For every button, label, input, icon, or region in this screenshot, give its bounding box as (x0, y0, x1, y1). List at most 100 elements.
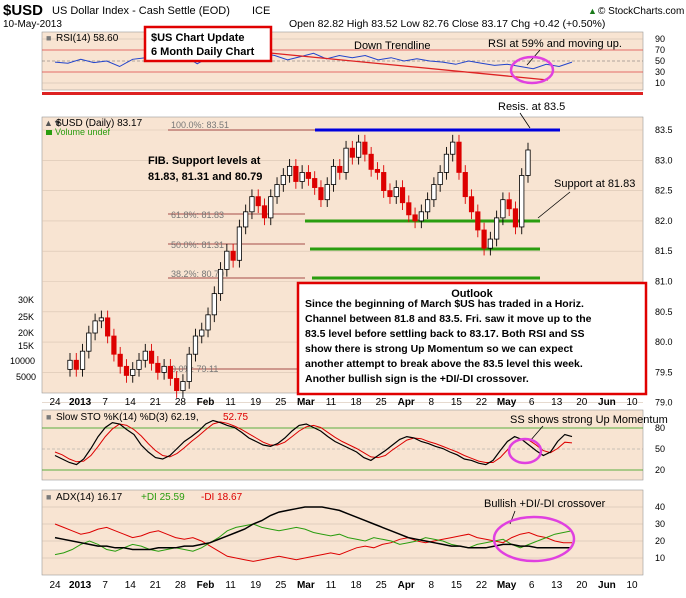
candle-body (406, 202, 412, 216)
title-box-line: $US Chart Update (151, 32, 245, 44)
title-box (143, 25, 273, 63)
rsi-tick: 70 (655, 45, 665, 55)
sto-icon: ■ (46, 412, 51, 422)
price-tick: 79.0 (655, 398, 673, 408)
resistance-pointer (519, 112, 531, 129)
rsi-tick: 10 (655, 78, 665, 88)
candle-body (79, 350, 86, 370)
price-tick: 82.5 (655, 186, 673, 196)
minus-di-line (54, 523, 572, 562)
candle-body (312, 178, 318, 188)
candle-body (399, 187, 406, 204)
x-axis-label: Apr (398, 580, 415, 591)
candle-body (468, 196, 475, 213)
x-axis-label: 11 (225, 397, 236, 408)
candle-body (98, 317, 104, 322)
candle-body (381, 172, 387, 191)
x-axis-label: Feb (197, 580, 215, 591)
candle-body (199, 329, 205, 337)
candle-body (73, 359, 79, 370)
candle-body (443, 153, 450, 173)
candle-body (512, 208, 519, 228)
adx-series (54, 506, 573, 562)
candle-body (500, 199, 506, 219)
x-axis-label: 6 (529, 397, 535, 408)
candle-body (67, 359, 73, 370)
candle-body (494, 217, 500, 240)
adx-tick: 20 (655, 536, 665, 546)
price-tick: 83.0 (655, 155, 673, 165)
rsi-annotation: RSI at 59% and moving up. (488, 38, 622, 50)
candle-body (387, 190, 393, 198)
price-tick: 81.0 (655, 277, 673, 287)
adx-tick: 40 (655, 502, 665, 512)
x-axis-label: 25 (376, 397, 388, 408)
volume-tick: 20K (18, 328, 34, 338)
x-axis-label: 8 (429, 580, 435, 591)
x-axis-label: 22 (476, 580, 488, 591)
x-axis-label: 10 (626, 397, 638, 408)
rsi-icon: ■ (46, 33, 51, 43)
plus-di-line (54, 523, 573, 556)
sto-d-line (54, 421, 573, 463)
fib-label: 100.0%: 83.51 (171, 120, 229, 130)
outlook-line: show there is strong Up Momentum so we c… (305, 343, 573, 355)
rsi-bottom-strip (42, 92, 643, 95)
x-axis-label: 28 (175, 580, 187, 591)
candle-body (475, 211, 481, 231)
candle-body (456, 141, 462, 173)
volume-tick: 25K (18, 312, 34, 322)
sto-tick: 20 (655, 465, 665, 475)
candle-body (192, 335, 199, 355)
plus-di-label: +DI 25.59 (141, 492, 185, 503)
candle-body (180, 381, 186, 391)
up-arrow-icon: ▲ (588, 6, 597, 16)
x-axis-label: 11 (225, 580, 236, 591)
candle-body (174, 378, 180, 391)
candle-body (155, 362, 161, 373)
x-axis-label: 28 (175, 397, 187, 408)
candle-body (418, 211, 424, 222)
down-trendline (269, 52, 549, 81)
price-icon: ▲▼ (44, 118, 62, 128)
price-yaxis: 83.5 83.0 82.5 82.0 81.5 81.0 80.5 80.0 79.5 79.0 (655, 125, 673, 408)
resistance-label: Resis. at 83.5 (498, 101, 565, 113)
credit-text: © StockCharts.com (598, 6, 684, 17)
candle-body (487, 238, 493, 249)
candle-body (393, 187, 399, 198)
support-pointer (537, 191, 571, 219)
outlook-line: Channel between 81.8 and 83.5. Fri. saw … (305, 313, 592, 325)
x-axis-label: 24 (49, 580, 61, 591)
candle-body (111, 335, 117, 355)
volume-tick: 30K (18, 295, 34, 305)
adx-annotation: Bullish +DI/-DI crossover (484, 498, 606, 510)
volume-tick: 15K (18, 341, 34, 351)
outlook-line: another attempt to break above the 83.5 … (305, 358, 583, 370)
candle-body (412, 214, 418, 222)
candle-body (186, 353, 192, 382)
candle-body (349, 147, 355, 158)
candle-body (224, 250, 230, 270)
minus-di-label: -DI 18.67 (201, 492, 243, 503)
candle-body (506, 199, 512, 210)
fib-label: 0.0%: 79.11 (171, 364, 218, 374)
x-axis-label: 22 (476, 397, 488, 408)
candle-body (368, 153, 374, 170)
volume-label: Volume undef (55, 127, 111, 137)
x-axis-label: 6 (529, 580, 535, 591)
x-axis-label: 15 (451, 397, 463, 408)
candle-body (117, 353, 123, 367)
sto-k-line (54, 419, 573, 466)
candle-body (230, 250, 236, 261)
sto-tick: 50 (655, 444, 665, 454)
price-label: $USD (Daily) 83.17 (56, 118, 143, 129)
adx-xaxis: 24 2013 7 14 21 28 Feb 11 19 25 Mar 11 18 25 Apr 8 15 22 M… (49, 580, 638, 591)
candle-body (161, 365, 167, 373)
price-tick: 81.5 (655, 246, 673, 256)
sto-pointer (529, 425, 544, 442)
x-axis-label: 10 (626, 580, 638, 591)
candle-body (343, 147, 349, 173)
x-axis-label: 15 (451, 580, 463, 591)
candle-body (217, 268, 224, 295)
